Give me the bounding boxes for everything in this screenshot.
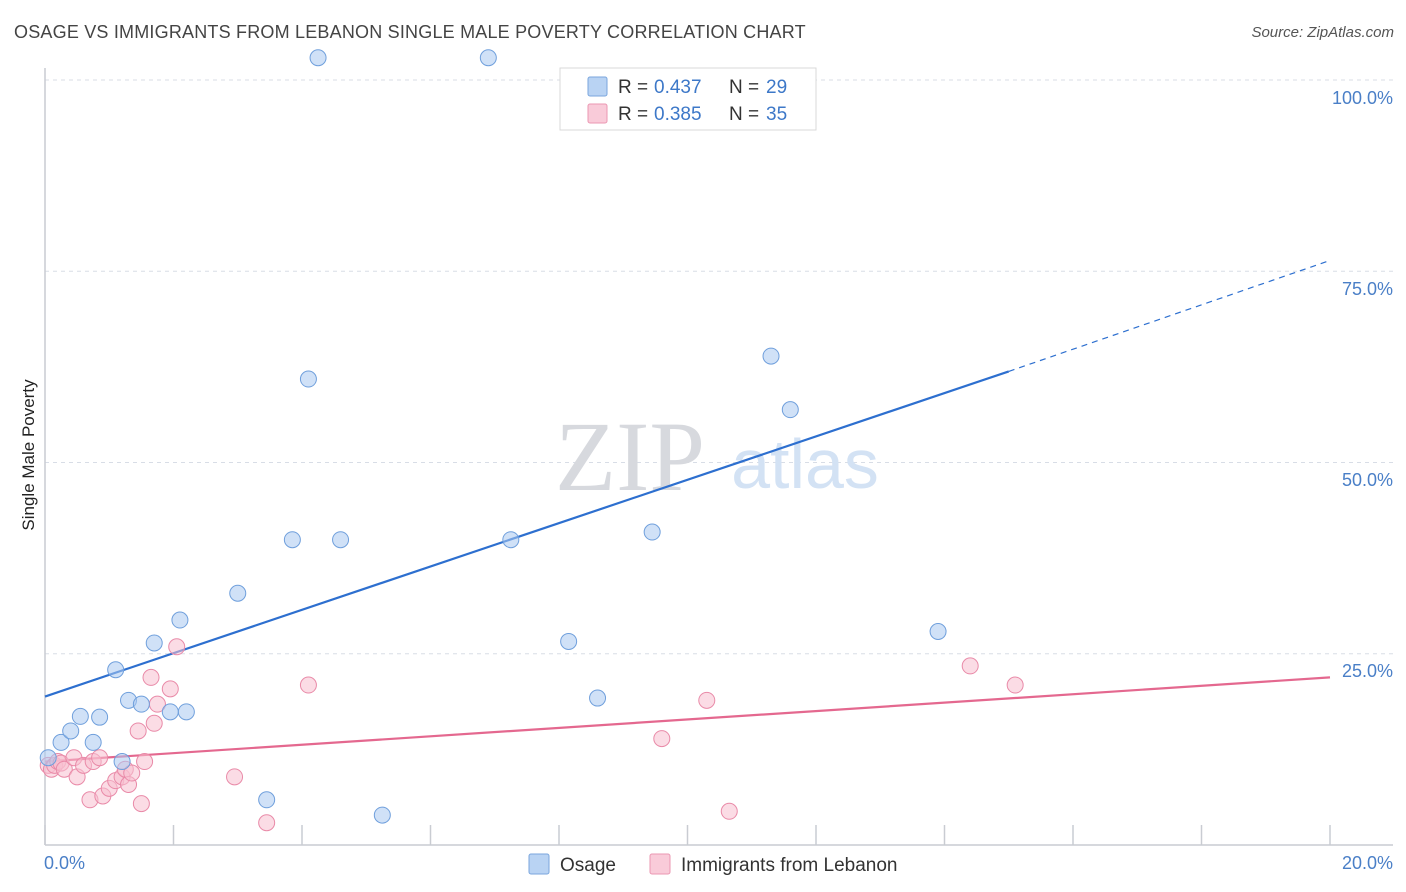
- point-osage: [84, 733, 102, 751]
- point-lebanon: [161, 680, 179, 698]
- trend-line-lebanon: [44, 676, 1331, 763]
- point-osage: [132, 695, 150, 713]
- y-tick-25: 25.0%: [1342, 661, 1393, 681]
- point-osage: [332, 531, 350, 549]
- point-lebanon: [145, 714, 163, 732]
- legend-r-value-osage: 0.437: [654, 77, 702, 98]
- point-lebanon: [258, 814, 276, 832]
- watermark: ZIP atlas: [555, 401, 879, 512]
- point-osage: [177, 703, 195, 721]
- point-osage: [91, 708, 109, 726]
- legend-r-label-lebanon: R =: [618, 104, 648, 125]
- point-osage: [299, 370, 317, 388]
- point-osage: [589, 689, 607, 707]
- point-osage: [107, 661, 125, 679]
- point-osage: [643, 523, 661, 541]
- point-lebanon: [961, 657, 979, 675]
- source-label: Source: ZipAtlas.com: [1251, 24, 1394, 41]
- point-osage: [171, 611, 189, 629]
- bottom-legend-label-osage: Osage: [560, 855, 616, 876]
- point-osage: [929, 623, 947, 640]
- point-lebanon: [132, 795, 150, 813]
- legend-r-value-lebanon: 0.385: [654, 104, 702, 125]
- legend-swatch-lebanon: [587, 103, 608, 124]
- point-osage: [258, 791, 276, 809]
- legend-n-value-osage: 29: [766, 77, 787, 98]
- data-points: [39, 49, 1024, 832]
- point-osage: [762, 347, 780, 365]
- point-lebanon: [720, 802, 738, 820]
- point-osage: [309, 49, 327, 67]
- point-osage: [52, 733, 70, 751]
- point-lebanon: [91, 749, 109, 767]
- bottom-legend: Osage Immigrants from Lebanon: [528, 853, 898, 876]
- stats-legend: R = 0.437 N = 29 R = 0.385 N = 35: [559, 67, 817, 131]
- trend-line-osage: [44, 370, 1010, 698]
- point-osage: [560, 632, 578, 650]
- legend-n-label-osage: N =: [729, 77, 759, 98]
- point-lebanon: [168, 638, 186, 656]
- point-osage: [113, 753, 131, 771]
- point-osage: [283, 531, 301, 549]
- y-tick-75: 75.0%: [1342, 279, 1393, 299]
- point-osage: [62, 722, 80, 740]
- bottom-legend-swatch-lebanon: [649, 853, 671, 875]
- point-lebanon: [299, 676, 317, 694]
- legend-n-label-lebanon: N =: [729, 104, 759, 125]
- point-lebanon: [129, 722, 147, 740]
- legend-r-label-osage: R =: [618, 77, 648, 98]
- y-tick-100: 100.0%: [1332, 88, 1393, 108]
- point-lebanon: [55, 760, 73, 778]
- y-axis-label: Single Male Poverty: [19, 379, 38, 531]
- bottom-legend-swatch-osage: [528, 853, 550, 875]
- point-lebanon: [653, 730, 671, 748]
- point-lebanon: [123, 764, 141, 782]
- point-lebanon: [1006, 676, 1024, 694]
- point-lebanon: [226, 768, 244, 786]
- legend-swatch-osage: [587, 76, 608, 97]
- chart-title: OSAGE VS IMMIGRANTS FROM LEBANON SINGLE …: [14, 22, 806, 42]
- point-osage: [39, 749, 57, 767]
- point-osage: [71, 707, 89, 725]
- point-lebanon: [136, 753, 154, 771]
- point-osage: [781, 401, 799, 419]
- point-lebanon: [698, 691, 716, 709]
- point-lebanon: [142, 668, 160, 686]
- point-osage: [161, 703, 179, 721]
- gridlines: [45, 79, 1393, 655]
- watermark-zip: ZIP: [555, 401, 705, 512]
- watermark-atlas: atlas: [731, 425, 879, 503]
- y-tick-50: 50.0%: [1342, 470, 1393, 490]
- point-osage: [479, 49, 497, 67]
- trend-line-osage-extension: [1008, 259, 1331, 372]
- point-osage: [373, 806, 391, 824]
- bottom-legend-label-lebanon: Immigrants from Lebanon: [681, 855, 898, 876]
- x-tick-20: 20.0%: [1342, 853, 1393, 873]
- x-tick-0: 0.0%: [44, 853, 85, 873]
- point-osage: [229, 584, 247, 602]
- axes: [44, 68, 1393, 846]
- point-osage: [145, 634, 163, 652]
- legend-n-value-lebanon: 35: [766, 104, 787, 125]
- trend-lines: [44, 259, 1331, 763]
- point-osage: [502, 531, 520, 549]
